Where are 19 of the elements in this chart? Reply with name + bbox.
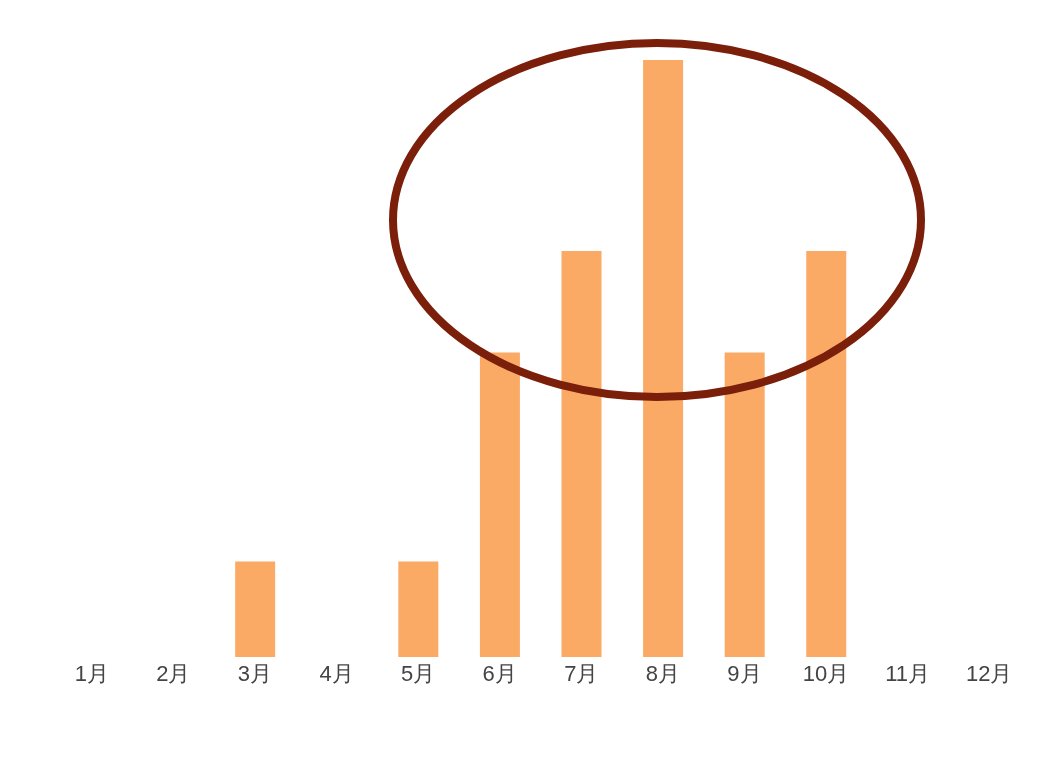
bar <box>235 561 276 657</box>
x-tick-label: 11月 <box>885 660 931 686</box>
x-tick-label: 7月 <box>564 660 599 686</box>
bar <box>561 251 602 657</box>
x-tick-label: 5月 <box>401 660 436 686</box>
x-tick-label: 12月 <box>965 660 1013 686</box>
x-tick-label: 4月 <box>319 660 354 686</box>
x-tick-label: 2月 <box>156 660 191 686</box>
bar <box>806 251 847 657</box>
x-tick-label: 6月 <box>482 660 517 686</box>
x-tick-label: 3月 <box>237 660 273 686</box>
bar <box>643 60 684 657</box>
bar <box>724 352 765 657</box>
bar <box>398 561 439 657</box>
x-tick-label: 9月 <box>727 660 762 686</box>
x-tick-label: 10月 <box>802 660 850 686</box>
x-tick-label: 1月 <box>74 660 109 686</box>
x-tick-label: 8月 <box>645 660 680 686</box>
bar <box>479 352 520 657</box>
